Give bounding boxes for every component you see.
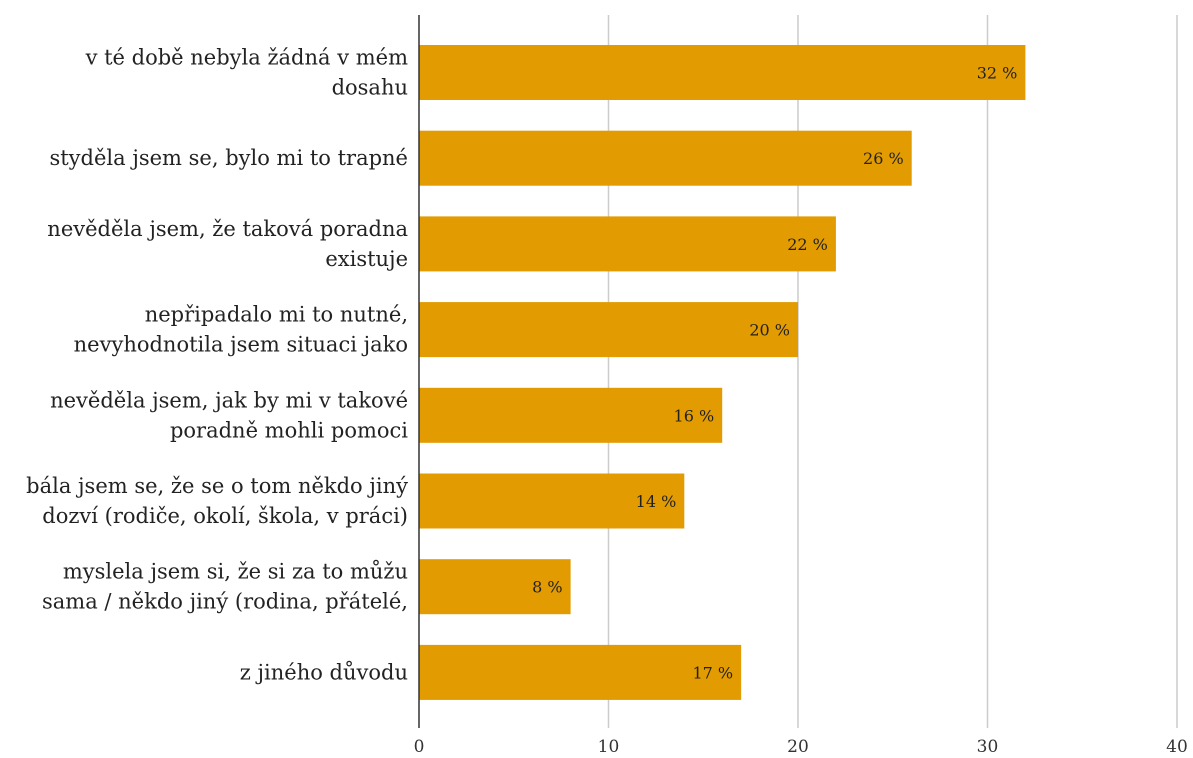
bars: 32 % 26 % 22 % 20 % 16 % 14 % 8 % 17 % [419, 45, 1026, 700]
category-label-3-line-1: nevěděla jsem, že taková poradna [47, 217, 408, 241]
x-tick-label-20: 20 [787, 737, 809, 757]
bar-8 [419, 644, 742, 700]
category-label-4-line-2: nevyhodnotila jsem situaci jako [74, 333, 408, 357]
category-label-2-line-1: styděla jsem se, bylo mi to trapné [49, 146, 408, 170]
bar-1 [419, 45, 1026, 100]
category-label-5-line-1: nevěděla jsem, jak by mi v takové [50, 388, 408, 412]
category-label-8-line-1: z jiného důvodu [240, 660, 408, 684]
x-tick-label-10: 10 [598, 737, 620, 757]
bar-5 [419, 387, 723, 443]
data-label-4: 20 % [749, 321, 790, 340]
data-label-6: 14 % [636, 492, 677, 511]
category-label-3-line-2: existuje [325, 247, 408, 271]
data-label-5: 16 % [674, 406, 715, 425]
x-tick-label-0: 0 [414, 737, 425, 757]
category-label-7-line-2: sama / někdo jiný (rodina, přátelé, [42, 590, 408, 614]
bar-2 [419, 130, 912, 186]
data-label-3: 22 % [787, 235, 828, 254]
category-label-1-line-1: v té době nebyla žádná v mém [85, 46, 409, 70]
x-tick-label-40: 40 [1166, 737, 1188, 757]
category-label-4-line-1: nepřipadalo mi to nutné, [145, 303, 408, 327]
category-label-5-line-2: poradně mohli pomoci [170, 418, 408, 442]
bar-7 [419, 559, 571, 615]
x-tick-labels: 0 10 20 30 40 [414, 737, 1188, 757]
data-label-7: 8 % [532, 578, 562, 597]
category-label-6-line-1: bála jsem se, že se o tom někdo jiný [26, 474, 408, 498]
data-label-1: 32 % [977, 64, 1018, 83]
data-label-2: 26 % [863, 149, 904, 168]
category-label-6-line-2: dozví (rodiče, okolí, škola, v práci) [42, 504, 408, 528]
x-tick-label-30: 30 [977, 737, 999, 757]
category-label-1-line-2: dosahu [332, 76, 408, 100]
bar-4 [419, 302, 798, 358]
bar-3 [419, 216, 836, 272]
grid-lines [607, 15, 1178, 728]
data-label-8: 17 % [692, 663, 733, 682]
category-label-7-line-1: myslela jsem si, že si za to můžu [63, 560, 408, 584]
category-labels: v té době nebyla žádná v mém dosahu styděl… [26, 46, 408, 685]
bar-6 [419, 473, 685, 529]
